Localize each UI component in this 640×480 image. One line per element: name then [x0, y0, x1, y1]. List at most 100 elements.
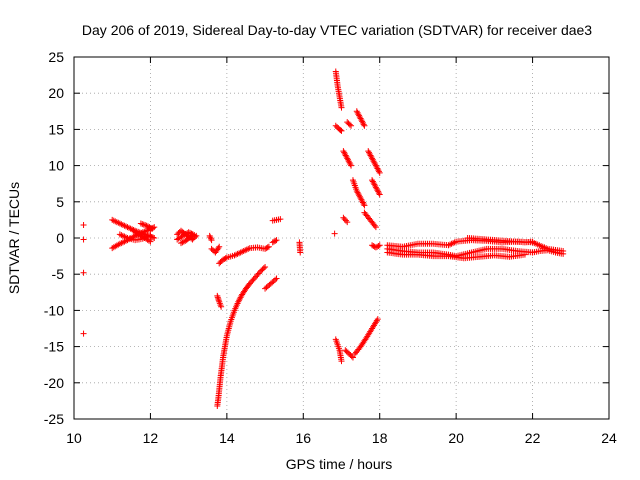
data-point — [139, 221, 146, 228]
data-point — [273, 275, 280, 282]
data-point — [151, 235, 158, 241]
data-point — [269, 239, 276, 246]
data-point — [253, 273, 260, 280]
data-point — [360, 121, 367, 128]
data-point — [349, 354, 356, 361]
data-point — [80, 269, 87, 276]
data-point — [266, 281, 273, 288]
data-point — [342, 217, 349, 224]
data-point — [215, 245, 222, 252]
data-point — [218, 303, 225, 310]
x-tick-label: 20 — [448, 430, 464, 446]
data-point — [147, 224, 154, 231]
data-point — [207, 234, 214, 241]
data-points — [80, 68, 567, 409]
data-point — [246, 280, 253, 287]
data-point — [362, 336, 369, 343]
data-point — [277, 216, 284, 223]
x-axis-label: GPS time / hours — [286, 456, 393, 472]
data-point — [179, 239, 186, 246]
axis-ticks: 10 12 14 16 18 20 22 24 -25 -20 -15 -10 -5 0 5 10 15 20 25 — [44, 49, 617, 446]
data-point — [80, 236, 87, 243]
x-tick-label: 14 — [219, 430, 235, 446]
data-point — [346, 121, 353, 128]
data-point — [374, 316, 381, 323]
data-point — [360, 200, 367, 207]
data-point — [188, 232, 195, 239]
data-point — [220, 256, 227, 263]
data-point — [375, 168, 382, 175]
data-point — [375, 190, 382, 197]
data-point — [265, 243, 272, 250]
data-point — [376, 242, 383, 249]
data-point — [207, 235, 214, 242]
x-tick-label: 24 — [601, 430, 617, 446]
data-point — [147, 238, 154, 245]
x-tick-label: 16 — [295, 430, 311, 446]
data-point — [140, 221, 147, 228]
data-point — [348, 122, 355, 129]
data-point — [80, 330, 87, 337]
data-point — [340, 214, 347, 221]
data-point — [185, 229, 192, 236]
y-tick-label: -10 — [44, 302, 64, 318]
data-point — [270, 238, 277, 245]
data-point — [338, 104, 345, 111]
y-tick-label: -15 — [44, 339, 64, 355]
data-point — [264, 283, 271, 290]
data-point — [529, 238, 536, 245]
data-point — [250, 276, 257, 283]
y-tick-label: 15 — [48, 121, 64, 137]
data-point — [338, 358, 345, 365]
data-point — [216, 243, 223, 250]
y-tick-label: 25 — [48, 49, 64, 65]
data-point — [348, 162, 355, 169]
y-tick-label: -25 — [44, 411, 64, 427]
data-point — [369, 242, 376, 249]
data-point — [262, 245, 269, 252]
data-point — [341, 216, 348, 223]
data-point — [375, 242, 382, 249]
data-point — [361, 122, 368, 129]
data-point — [145, 223, 152, 230]
x-tick-label: 22 — [525, 430, 541, 446]
data-point — [254, 271, 261, 278]
data-point — [269, 279, 276, 286]
data-point — [178, 240, 184, 247]
y-tick-label: 20 — [48, 85, 64, 101]
data-point — [221, 255, 228, 262]
data-point — [372, 224, 379, 231]
data-point — [80, 221, 87, 228]
data-point — [189, 231, 196, 238]
data-point — [249, 277, 256, 284]
data-point — [251, 274, 258, 281]
data-point — [206, 232, 213, 239]
data-point — [337, 127, 344, 134]
data-point — [262, 263, 269, 270]
data-point — [248, 279, 255, 286]
data-point — [297, 249, 304, 256]
data-point — [371, 222, 378, 229]
data-point — [267, 280, 274, 287]
data-point — [180, 238, 187, 245]
data-point — [222, 255, 229, 262]
y-tick-label: 10 — [48, 158, 64, 174]
data-point — [263, 245, 270, 252]
data-point — [344, 219, 351, 226]
x-tick-label: 10 — [66, 430, 82, 446]
data-point — [372, 244, 379, 251]
data-point — [137, 220, 144, 227]
data-point — [348, 353, 355, 360]
data-point — [272, 276, 279, 283]
data-point — [338, 127, 345, 134]
data-point — [331, 230, 338, 237]
data-point — [376, 169, 383, 176]
data-point — [149, 225, 156, 232]
data-point — [361, 202, 368, 209]
y-tick-label: 0 — [56, 230, 64, 246]
data-point — [147, 232, 154, 239]
y-tick-label: 5 — [56, 194, 64, 210]
data-point — [143, 222, 150, 229]
x-tick-label: 18 — [372, 430, 388, 446]
